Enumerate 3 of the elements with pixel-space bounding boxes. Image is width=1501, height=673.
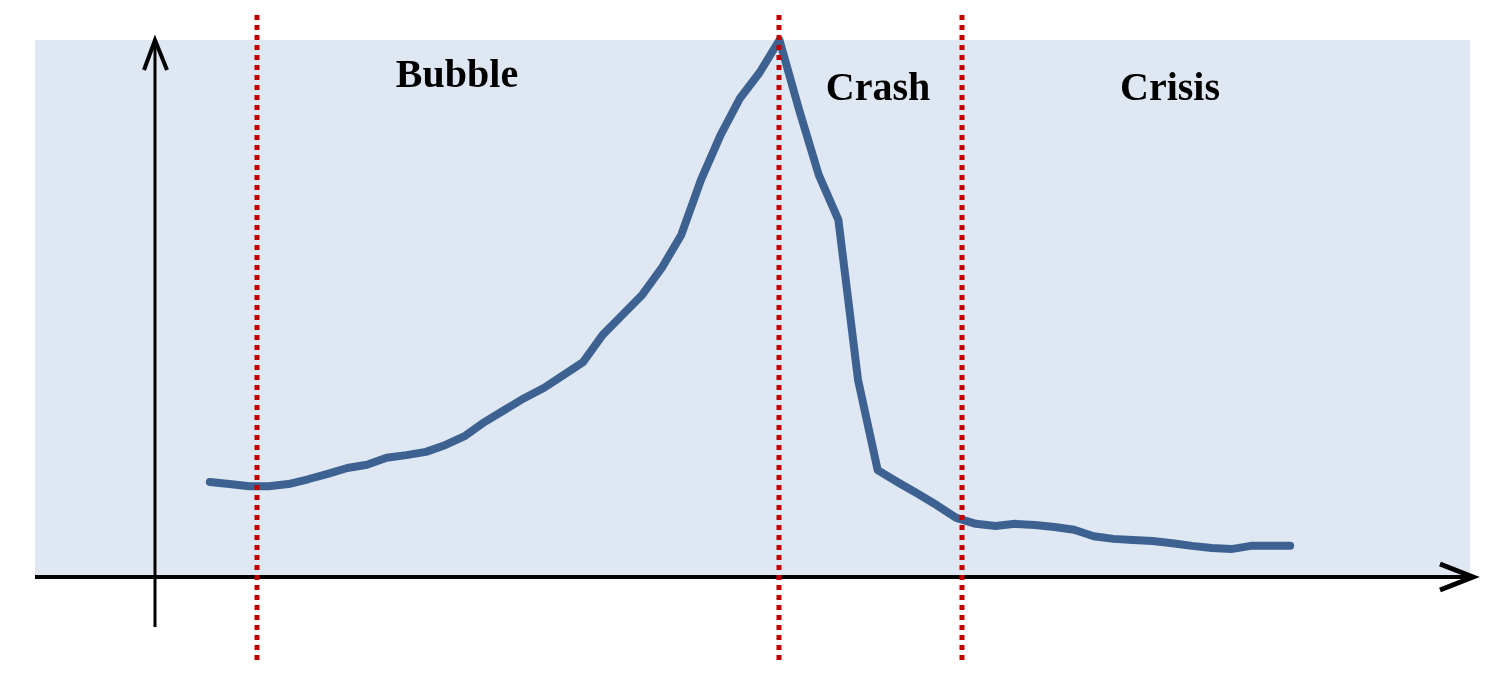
annotation: Bubble <box>395 51 519 96</box>
annotation: Crash <box>825 64 931 109</box>
annotation: Crisis <box>1120 64 1220 109</box>
